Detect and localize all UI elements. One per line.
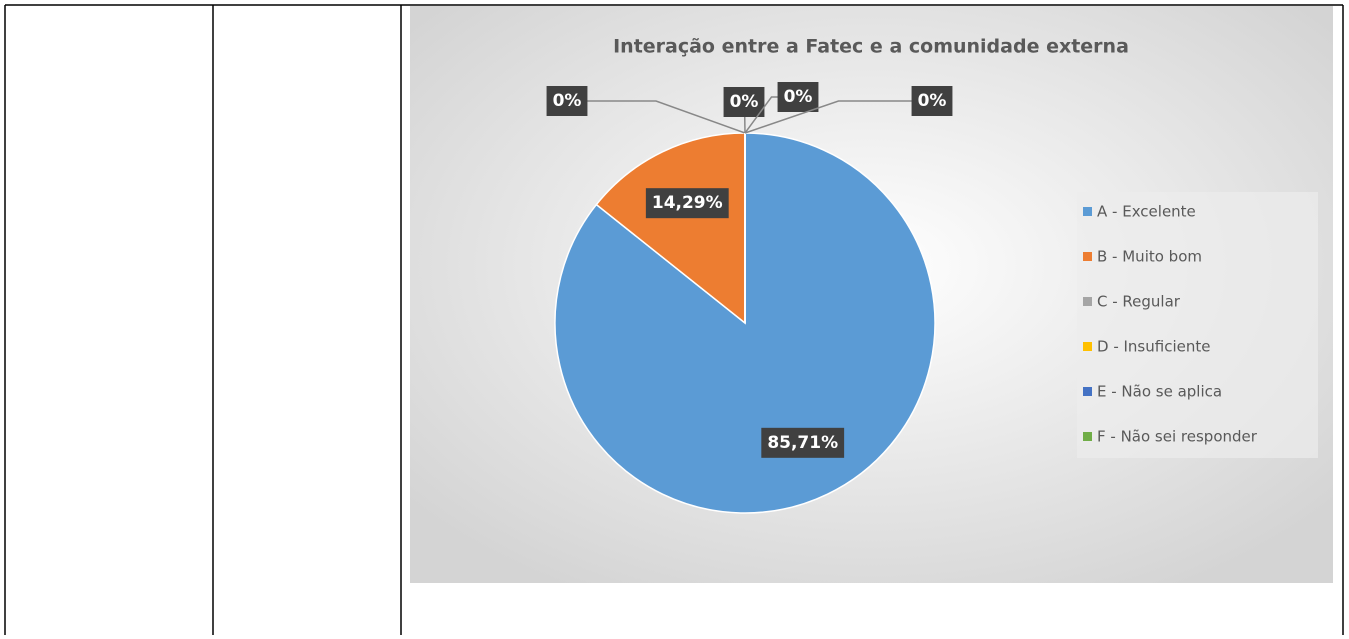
- legend-label: B - Muito bom: [1097, 248, 1202, 266]
- legend-marker: [1083, 252, 1092, 261]
- legend-marker: [1083, 387, 1092, 396]
- data-label: 0%: [784, 87, 813, 107]
- data-label: 0%: [553, 91, 582, 111]
- legend-marker: [1083, 207, 1092, 216]
- leader-line: [567, 100, 746, 134]
- legend-marker: [1083, 297, 1092, 306]
- legend-box: [1077, 192, 1318, 458]
- data-label-box: [723, 87, 765, 117]
- table-lines: [4, 4, 1344, 635]
- pie-slice: [554, 132, 936, 514]
- data-label-box: [911, 86, 953, 116]
- leader-line: [744, 100, 932, 134]
- chart-title: Interação entre a Fatec e a comunidade e…: [613, 36, 1129, 58]
- legend-label: C - Regular: [1097, 293, 1181, 311]
- data-label-box: [546, 86, 588, 116]
- data-label: 85,71%: [767, 433, 838, 453]
- data-label-box: [777, 82, 819, 112]
- data-label-box: [761, 427, 845, 458]
- legend-label: F - Não sei responder: [1097, 428, 1258, 446]
- data-label: 0%: [918, 91, 947, 111]
- legend-marker: [1083, 342, 1092, 351]
- legend-marker: [1083, 432, 1092, 441]
- data-label: 0%: [730, 92, 759, 112]
- data-label-box: [645, 188, 729, 219]
- legend-label: E - Não se aplica: [1097, 383, 1222, 401]
- data-label: 14,29%: [652, 193, 723, 213]
- pie-slice: [595, 132, 746, 325]
- legend-label: D - Insuficiente: [1097, 338, 1210, 356]
- legend-label: A - Excelente: [1097, 203, 1196, 221]
